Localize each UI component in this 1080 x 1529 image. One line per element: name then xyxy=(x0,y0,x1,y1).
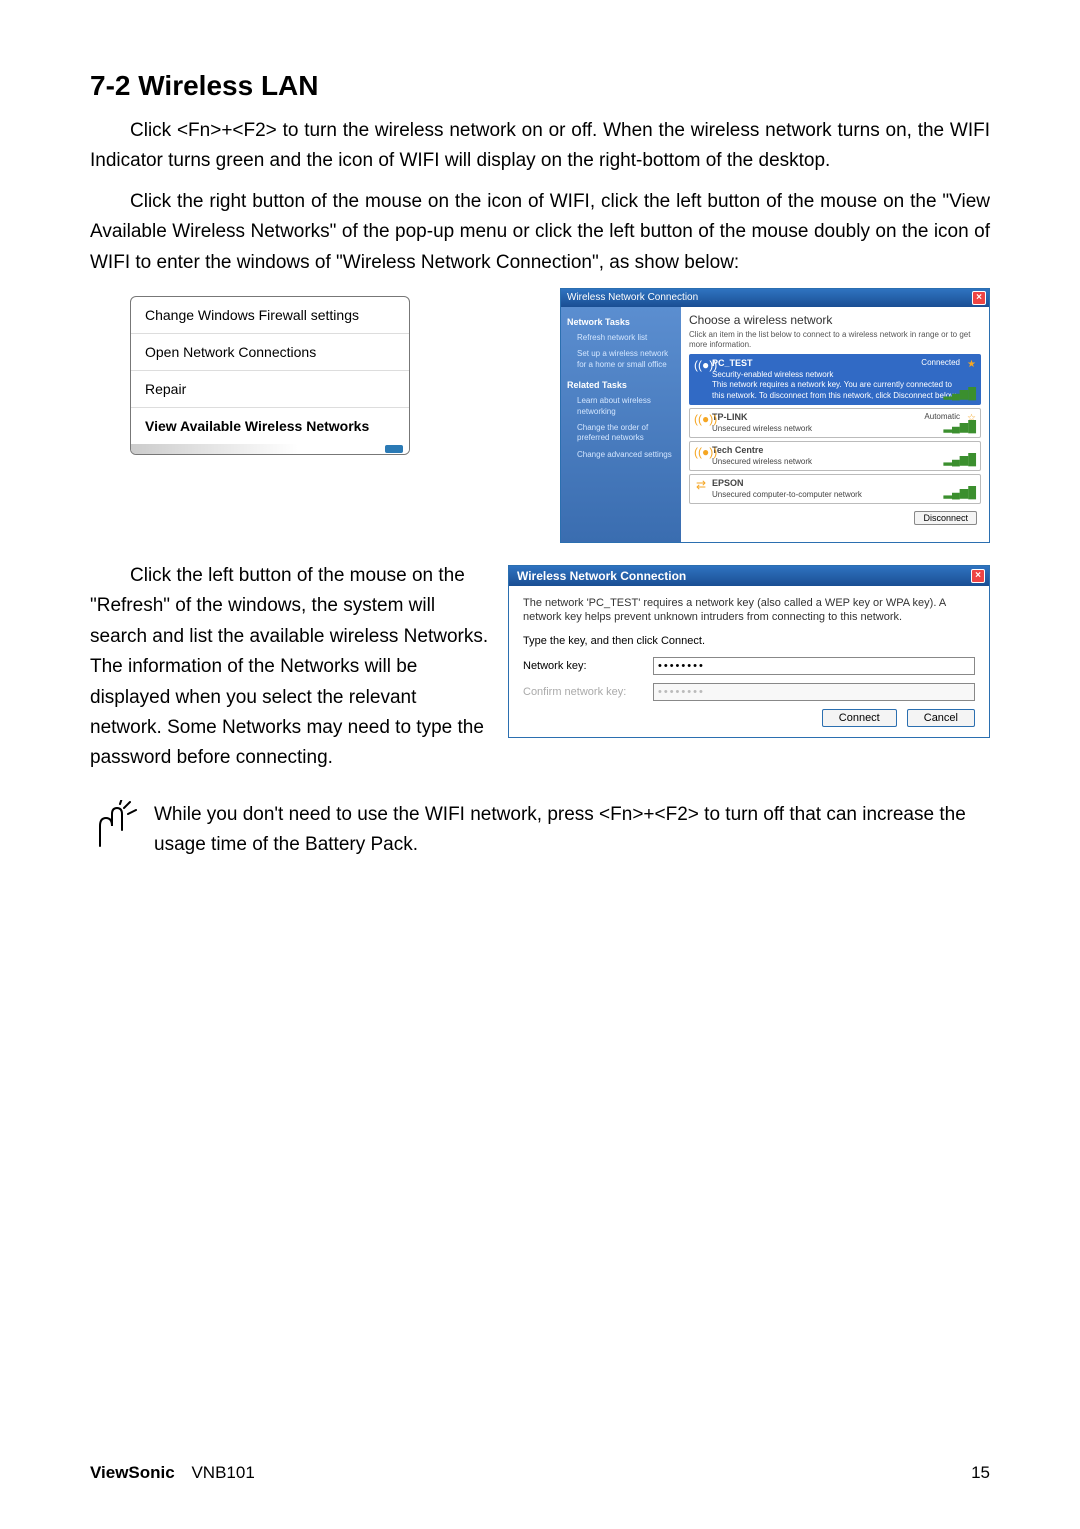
network-key-input[interactable] xyxy=(653,657,975,675)
wifi-icon: ((●)) xyxy=(694,358,708,374)
confirm-key-row: Confirm network key: xyxy=(523,683,975,701)
context-menu-item[interactable]: Repair xyxy=(131,371,409,408)
main-subtext: Click an item in the list below to conne… xyxy=(689,330,981,349)
window-titlebar: Wireless Network Connection × xyxy=(561,289,989,307)
screenshots-row: Change Windows Firewall settings Open Ne… xyxy=(90,288,990,543)
window-sidebar: Network Tasks Refresh network list Set u… xyxy=(561,307,681,542)
network-tag: Connected xyxy=(921,358,960,368)
hand-tip-icon xyxy=(90,800,140,850)
tip-row: While you don't need to use the WIFI net… xyxy=(90,800,990,861)
sidebar-link[interactable]: Change advanced settings xyxy=(567,450,675,460)
context-menu-screenshot: Change Windows Firewall settings Open Ne… xyxy=(130,296,410,455)
wifi-icon: ((●)) xyxy=(694,445,708,461)
dialog-title: Wireless Network Connection xyxy=(517,569,686,583)
footer-brand: ViewSonic xyxy=(90,1463,175,1482)
dialog-titlebar: Wireless Network Connection × xyxy=(509,566,989,586)
wpa-dialog-screenshot: Wireless Network Connection × The networ… xyxy=(508,565,990,738)
cancel-button[interactable]: Cancel xyxy=(907,709,975,727)
lower-section: Click the left button of the mouse on th… xyxy=(90,561,990,774)
dialog-instruction: Type the key, and then click Connect. xyxy=(523,635,975,647)
context-menu-tail xyxy=(131,444,409,454)
network-item[interactable]: ((●)) TP-LINK Unsecured wireless network… xyxy=(689,408,981,438)
network-key-row: Network key: xyxy=(523,657,975,675)
confirm-key-label: Confirm network key: xyxy=(523,686,653,698)
sidebar-link[interactable]: Set up a wireless network for a home or … xyxy=(567,349,675,370)
network-desc: Unsecured wireless network xyxy=(712,424,958,434)
tip-text: While you don't need to use the WIFI net… xyxy=(154,800,990,861)
network-desc: Unsecured wireless network xyxy=(712,457,958,467)
network-note: This network requires a network key. You… xyxy=(712,380,958,401)
lower-paragraph: Click the left button of the mouse on th… xyxy=(90,561,490,774)
footer-model: VNB101 xyxy=(191,1463,254,1482)
context-menu-item-bold[interactable]: View Available Wireless Networks xyxy=(131,408,409,444)
sidebar-link[interactable]: Learn about wireless networking xyxy=(567,396,675,417)
disconnect-button[interactable]: Disconnect xyxy=(914,511,977,525)
context-menu-item[interactable]: Change Windows Firewall settings xyxy=(131,297,409,334)
sidebar-link[interactable]: Change the order of preferred networks xyxy=(567,423,675,444)
signal-icon: ▂▄▆█ xyxy=(943,387,976,401)
window-title: Wireless Network Connection xyxy=(567,292,698,303)
network-item[interactable]: ⇄ EPSON Unsecured computer-to-computer n… xyxy=(689,474,981,504)
dialog-description: The network 'PC_TEST' requires a network… xyxy=(523,596,975,625)
sidebar-heading: Related Tasks xyxy=(567,380,675,390)
adhoc-icon: ⇄ xyxy=(694,478,708,494)
signal-icon: ▂▄▆█ xyxy=(943,453,976,467)
signal-icon: ▂▄▆█ xyxy=(943,420,976,434)
sidebar-heading: Network Tasks xyxy=(567,317,675,327)
footer-page-number: 15 xyxy=(971,1463,990,1483)
network-name: EPSON xyxy=(712,478,958,490)
network-item[interactable]: ((●)) Tech Centre Unsecured wireless net… xyxy=(689,441,981,471)
window-main: Choose a wireless network Click an item … xyxy=(681,307,989,542)
close-icon[interactable]: × xyxy=(972,291,986,305)
paragraph-2: Click the right button of the mouse on t… xyxy=(90,187,990,278)
lower-paragraph-text: Click the left button of the mouse on th… xyxy=(90,561,490,774)
network-desc: Unsecured computer-to-computer network xyxy=(712,490,958,500)
wifi-icon: ((●)) xyxy=(694,412,708,428)
signal-icon: ▂▄▆█ xyxy=(943,486,976,500)
page-footer: ViewSonic VNB101 15 xyxy=(90,1463,990,1483)
confirm-key-input xyxy=(653,683,975,701)
connect-button[interactable]: Connect xyxy=(822,709,897,727)
close-icon[interactable]: × xyxy=(971,569,985,583)
main-heading: Choose a wireless network xyxy=(689,313,981,327)
wireless-window-screenshot: Wireless Network Connection × Network Ta… xyxy=(560,288,990,543)
network-desc: Security-enabled wireless network xyxy=(712,370,958,380)
section-heading: 7-2 Wireless LAN xyxy=(90,70,990,102)
network-name: TP-LINK xyxy=(712,412,958,424)
sidebar-link[interactable]: Refresh network list xyxy=(567,333,675,343)
network-name: Tech Centre xyxy=(712,445,958,457)
paragraph-1: Click <Fn>+<F2> to turn the wireless net… xyxy=(90,116,990,177)
context-menu-item[interactable]: Open Network Connections xyxy=(131,334,409,371)
star-icon: ★ xyxy=(967,358,976,371)
network-item-selected[interactable]: ((●)) PC_TEST Security-enabled wireless … xyxy=(689,354,981,405)
network-key-label: Network key: xyxy=(523,660,653,672)
